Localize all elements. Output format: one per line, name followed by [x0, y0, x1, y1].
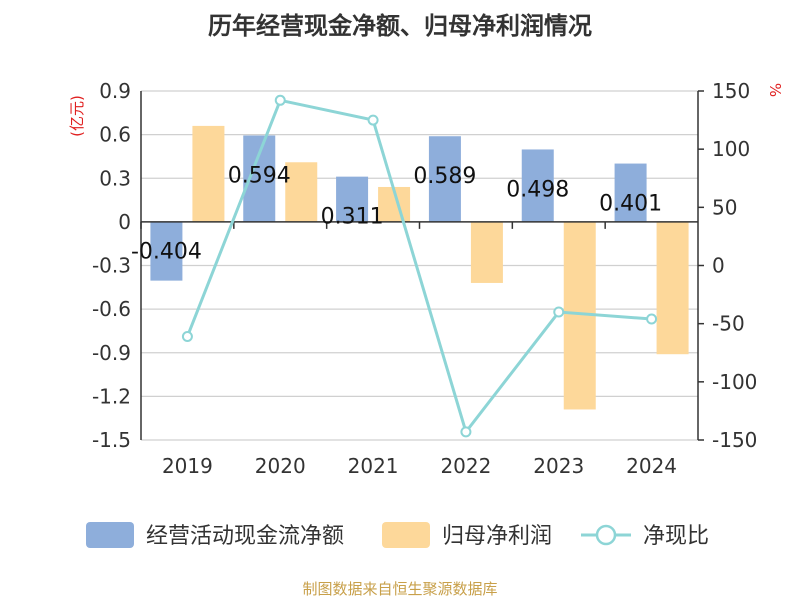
ratio-point [553, 306, 565, 318]
right-tick-label: -100 [712, 370, 757, 394]
chart-title: 历年经营现金净额、归母净利润情况 [208, 12, 592, 40]
ratio-point [274, 94, 286, 106]
ratio-point [646, 313, 658, 325]
x-tick-label: 2022 [440, 454, 491, 478]
right-tick-label: -150 [712, 428, 757, 452]
x-tick-label: 2024 [626, 454, 677, 478]
data-labels: -0.404 0.594 0.311 0.589 0.498 0.401 [131, 163, 662, 264]
ratio-series-line [186, 98, 652, 436]
bar-net-profit [285, 162, 318, 222]
legend-swatch-operating-cashflow [86, 522, 134, 548]
legend-marker-ratio [595, 524, 617, 546]
left-tick-label: -1.5 [92, 428, 131, 452]
bar-net-profit [656, 221, 689, 355]
left-tick-label: -0.3 [92, 254, 131, 278]
legend-label-operating-cashflow: 经营活动现金流净额 [146, 524, 344, 549]
data-label-operating-cashflow: 0.401 [599, 192, 662, 217]
bar-operating-cashflow [614, 163, 647, 222]
data-label-operating-cashflow: 0.311 [321, 205, 384, 230]
left-tick-label: 0.3 [99, 166, 131, 190]
left-tick-label: -0.9 [92, 341, 131, 365]
left-tick-label: 0.6 [99, 123, 131, 147]
x-tick-label: 2023 [533, 454, 584, 478]
legend: 经营活动现金流净额 归母净利润 净现比 [86, 522, 709, 549]
bar-operating-cashflow [428, 136, 461, 222]
bar-net-profit [470, 221, 503, 283]
data-label-operating-cashflow: -0.404 [131, 240, 202, 265]
source-note: 制图数据来自恒生聚源数据库 [302, 580, 497, 598]
data-label-operating-cashflow: 0.498 [506, 177, 569, 202]
right-tick-label: 150 [712, 79, 750, 103]
x-tick-label: 2020 [255, 454, 306, 478]
gridlines [141, 90, 698, 441]
bar-operating-cashflow [150, 221, 183, 281]
ratio-point [460, 426, 472, 438]
legend-label-ratio: 净现比 [643, 524, 709, 549]
right-tick-label: -50 [712, 312, 745, 336]
legend-swatch-net-profit [382, 522, 430, 548]
x-tick-label: 2019 [162, 454, 213, 478]
ratio-point [181, 330, 193, 342]
right-tick-label: 50 [712, 195, 737, 219]
ratio-point [367, 114, 379, 126]
ratio-line [181, 94, 658, 438]
legend-label-net-profit: 归母净利润 [442, 524, 552, 549]
left-tick-label: -1.2 [92, 384, 131, 408]
left-tick-label: 0 [118, 210, 131, 234]
left-axis-unit: (亿元) [68, 95, 86, 137]
data-label-operating-cashflow: 0.589 [413, 164, 476, 189]
right-tick-label: 0 [712, 254, 725, 278]
bars [150, 125, 689, 410]
right-axis-unit: % [766, 83, 784, 97]
right-tick-label: 100 [712, 137, 750, 161]
left-tick-label: 0.9 [99, 79, 131, 103]
bar-operating-cashflow [336, 176, 369, 222]
bar-net-profit [192, 125, 225, 222]
left-tick-label: -0.6 [92, 297, 131, 321]
data-label-operating-cashflow: 0.594 [228, 163, 291, 188]
bar-operating-cashflow [521, 149, 554, 222]
x-tick-label: 2021 [348, 454, 399, 478]
